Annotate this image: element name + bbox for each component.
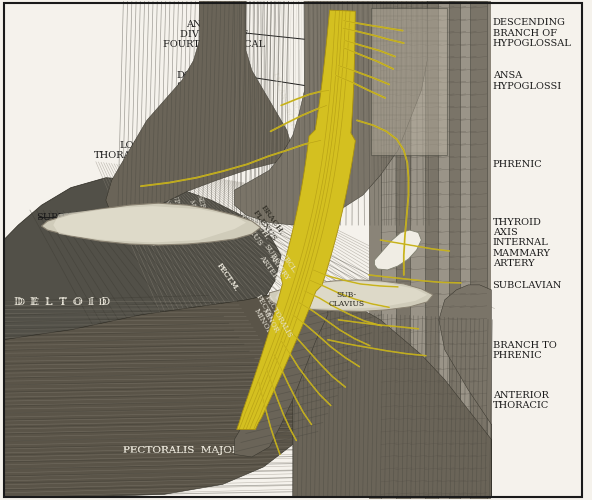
Polygon shape (410, 0, 427, 500)
Text: BRANCH TO
PHRENIC: BRANCH TO PHRENIC (493, 340, 556, 360)
Polygon shape (395, 0, 412, 500)
Text: D  E  L  T  O  I  D: D E L T O I D (17, 298, 107, 307)
Text: THYROID
AXIS
INTERNAL
MAMMARY
ARTERY: THYROID AXIS INTERNAL MAMMARY ARTERY (493, 218, 551, 268)
Text: SUBCLAVIAN: SUBCLAVIAN (493, 282, 562, 290)
Polygon shape (237, 10, 355, 430)
Polygon shape (381, 0, 397, 500)
Polygon shape (4, 178, 281, 497)
Text: SUPRASCAPULAR: SUPRASCAPULAR (36, 213, 128, 222)
Text: ANTERIOR
DIVISION OF
FOURTH CERVICAL: ANTERIOR DIVISION OF FOURTH CERVICAL (163, 20, 265, 50)
Text: CLAVICLE: CLAVICLE (343, 306, 406, 319)
Text: LEV ANG. SCAP.: LEV ANG. SCAP. (271, 72, 297, 130)
Text: CLAVICLE: CLAVICLE (94, 216, 158, 250)
Text: PECTORALIS  MAJOR: PECTORALIS MAJOR (124, 446, 240, 455)
Text: DESCENDING
BRANCH OF
HYPOGLOSSAL: DESCENDING BRANCH OF HYPOGLOSSAL (493, 18, 571, 48)
Text: PECTORALIS  MAJOR: PECTORALIS MAJOR (124, 446, 240, 455)
Text: PECT.M.: PECT.M. (215, 262, 240, 293)
Text: SCALENUS
ANTERIOR: SCALENUS ANTERIOR (321, 128, 346, 172)
Polygon shape (234, 0, 427, 225)
Polygon shape (234, 300, 328, 457)
Polygon shape (106, 0, 293, 222)
Text: D  E  L  T  O  I  D: D E L T O I D (14, 298, 110, 308)
Text: HYOID: HYOID (415, 40, 422, 62)
Polygon shape (439, 285, 491, 497)
Text: BRACH.
PLEXUS: BRACH. PLEXUS (237, 208, 272, 248)
Polygon shape (53, 206, 246, 242)
Text: CLAVICLE: CLAVICLE (94, 216, 158, 250)
Polygon shape (41, 203, 260, 245)
Text: STERNO-
HYOID: STERNO- HYOID (462, 206, 475, 234)
Text: THYROHYOID: THYROHYOID (449, 170, 458, 210)
Text: SUB-
CLAVIUS: SUB- CLAVIUS (327, 292, 366, 308)
Text: ANSA
HYPOGLOSSI: ANSA HYPOGLOSSI (493, 72, 562, 91)
Text: SCN. MED.: SCN. MED. (289, 100, 308, 140)
Text: BRACH.
PLEXUS: BRACH. PLEXUS (251, 203, 286, 242)
Polygon shape (425, 0, 441, 500)
Text: DORSALIS
SCAPULAE: DORSALIS SCAPULAE (176, 72, 232, 91)
Text: SERRATUS
MAGNUS: SERRATUS MAGNUS (186, 194, 213, 237)
Text: OMOHYOID: OMOHYOID (403, 101, 411, 140)
Text: COM.CAR.
ARTERY: COM.CAR. ARTERY (379, 68, 393, 103)
Polygon shape (375, 230, 422, 270)
Text: SUBCL.
ARTERY: SUBCL. ARTERY (268, 247, 298, 281)
Bar (371, 8, 447, 156)
Text: PHRENIC: PHRENIC (493, 160, 542, 168)
Polygon shape (269, 280, 433, 312)
Text: SUPRASPI-
NATUS: SUPRASPI- NATUS (159, 188, 186, 232)
Text: SUB-
CLAVIUS: SUB- CLAVIUS (329, 292, 365, 308)
Text: CLAVICLE: CLAVICLE (343, 306, 406, 319)
Polygon shape (449, 0, 466, 500)
Polygon shape (369, 0, 491, 500)
Text: PECT.M.: PECT.M. (215, 262, 240, 293)
Polygon shape (4, 290, 351, 497)
Text: LONG
THORACIC: LONG THORACIC (94, 140, 150, 160)
Polygon shape (471, 0, 487, 500)
Text: PECTORALIS
MINOR: PECTORALIS MINOR (255, 294, 294, 344)
Polygon shape (293, 302, 491, 497)
Polygon shape (275, 281, 427, 309)
Text: ANTERIOR
THORACIC: ANTERIOR THORACIC (493, 390, 549, 410)
Text: PECTORALIS
MINOR: PECTORALIS MINOR (246, 293, 287, 346)
Text: STERNO-
HYOID: STERNO- HYOID (429, 134, 443, 166)
Polygon shape (437, 0, 454, 500)
Polygon shape (460, 0, 476, 500)
Text: SUBCVIAN
ARTERY: SUBCVIAN ARTERY (254, 243, 293, 289)
